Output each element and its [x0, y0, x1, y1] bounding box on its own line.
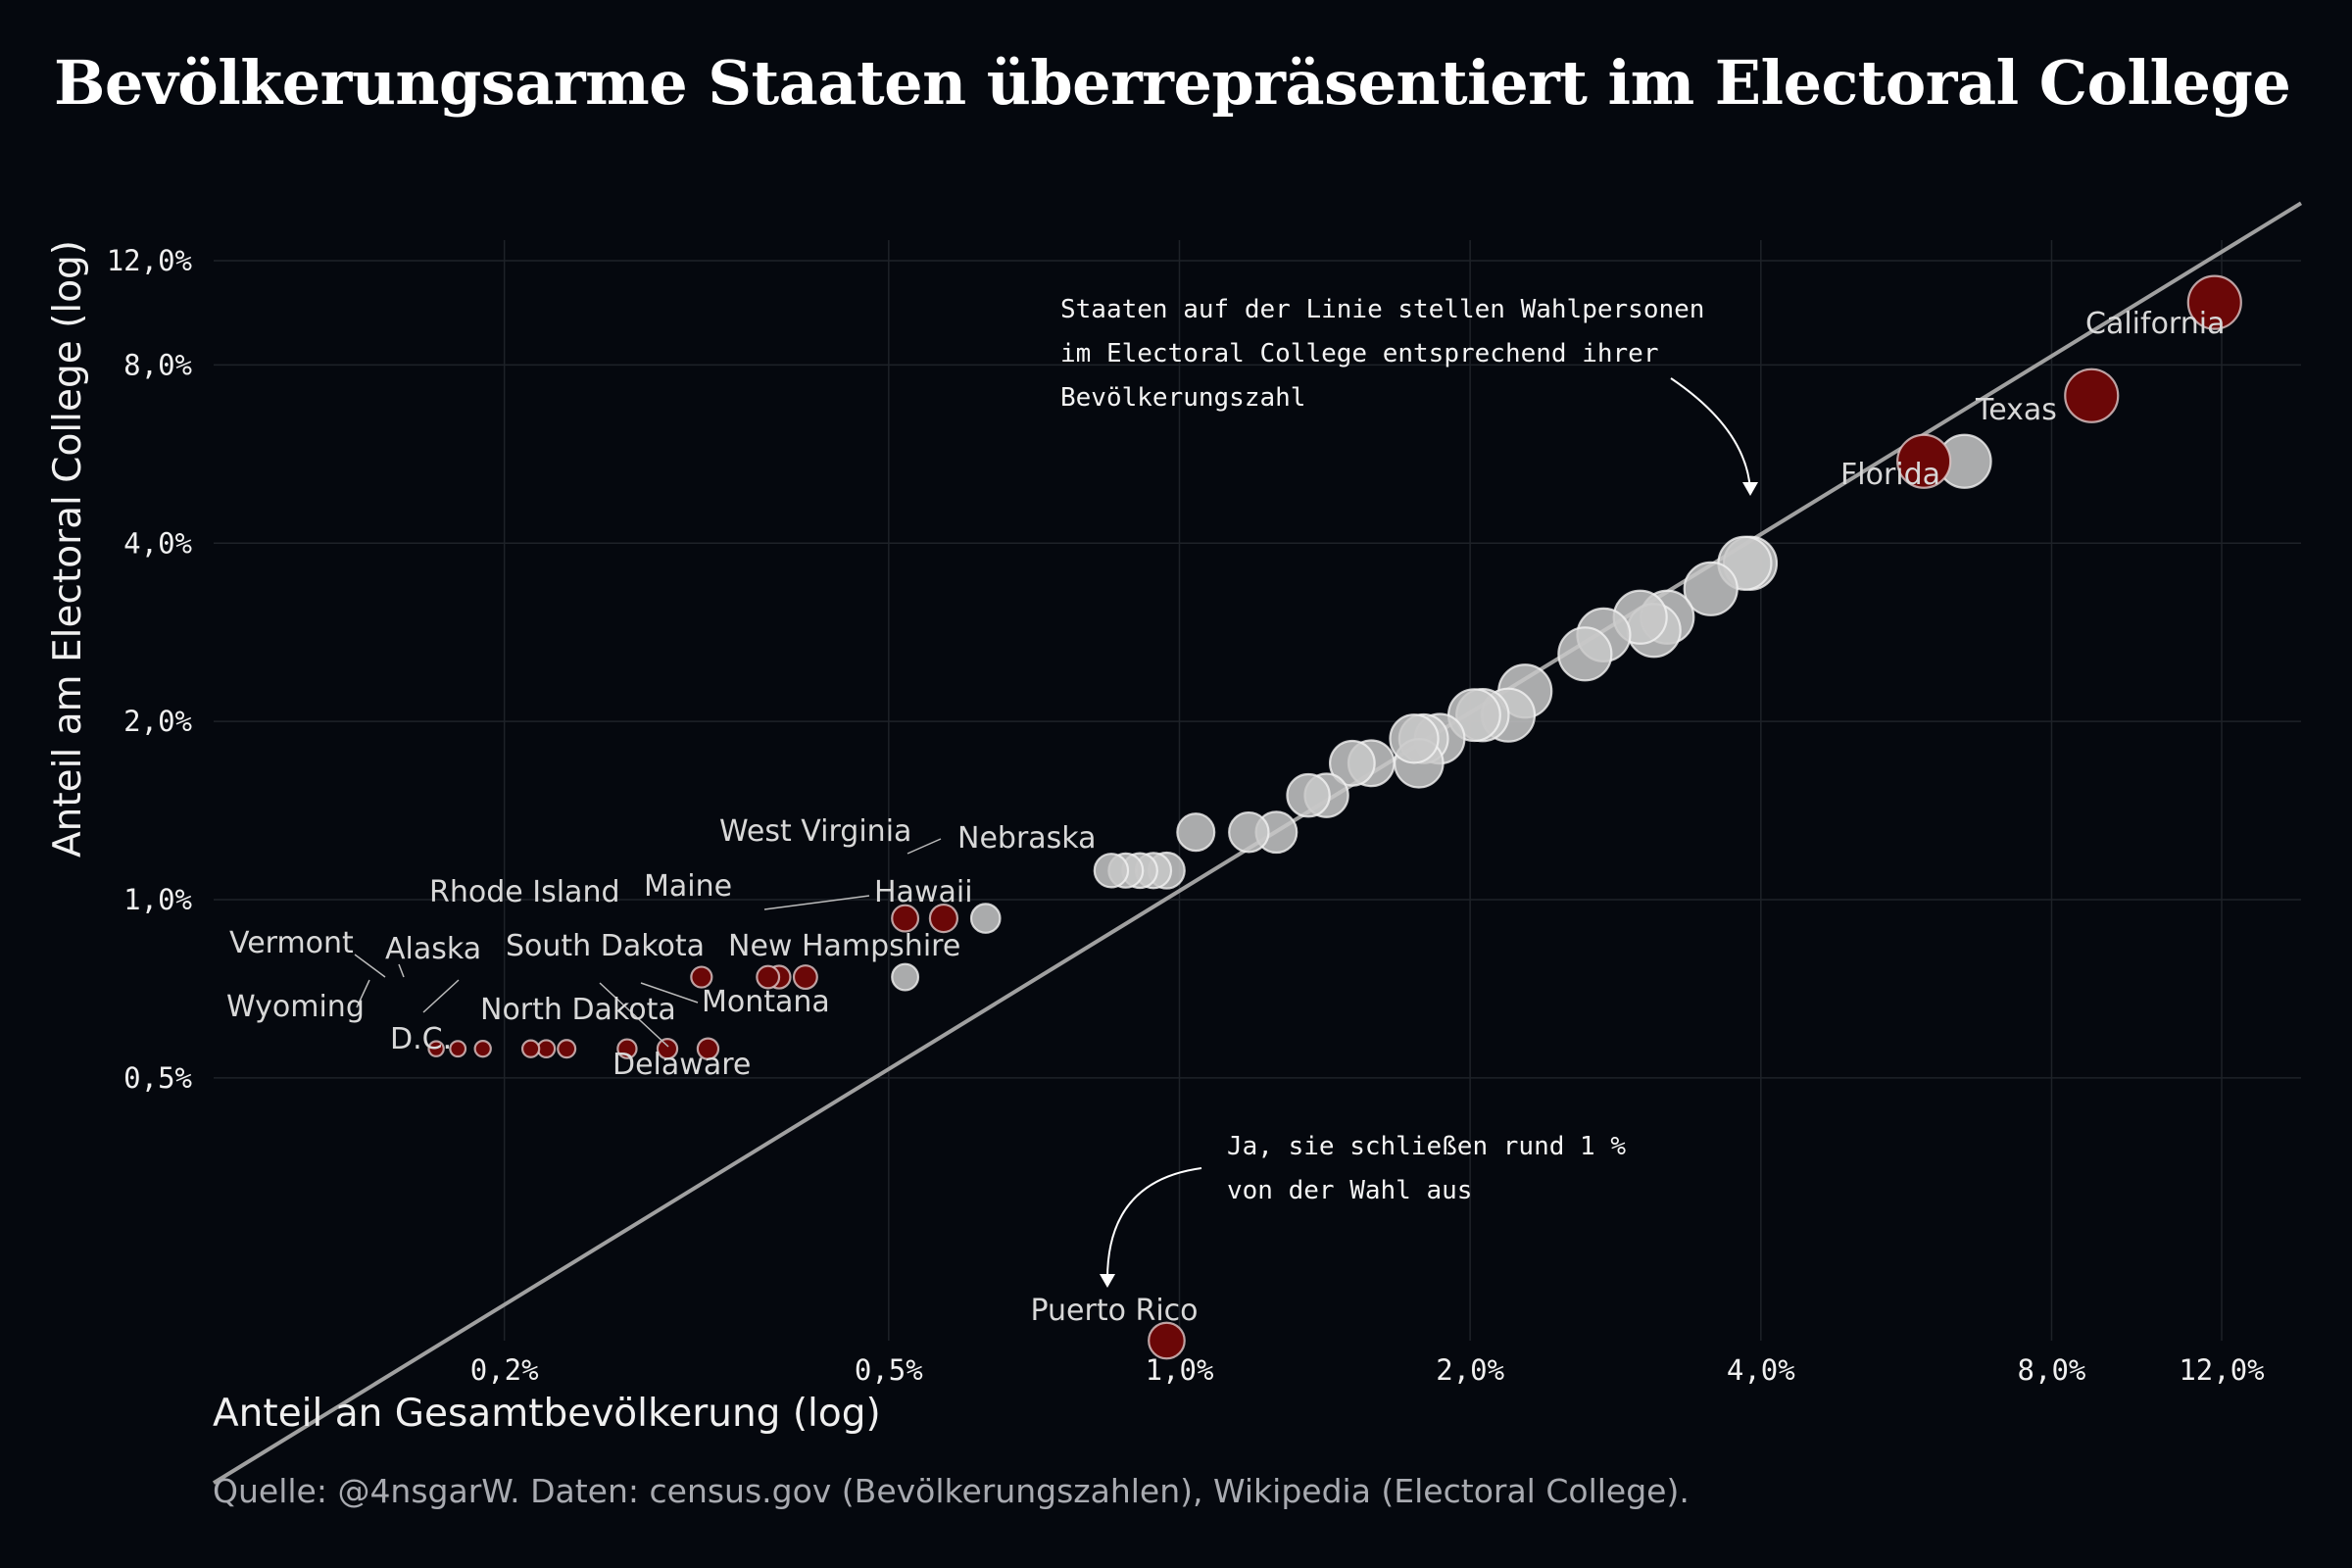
data-point — [1896, 433, 1952, 489]
data-point — [1683, 561, 1739, 616]
axes-layer: 0,2% 0,5% 1,0% 2,0% 4,0% 8,0% 12,0% 0,5% 1,0% 2,0… — [46, 240, 2265, 1436]
x-tick-label: 8,0% — [2018, 1353, 2086, 1387]
point-label-montana: Montana — [702, 985, 830, 1019]
label-leader-line — [354, 954, 386, 978]
point-label-rhode-island: Rhode Island — [429, 875, 620, 909]
point-label-north-dakota: North Dakota — [480, 993, 676, 1027]
point-labels-layer: California Texas Florida Nebraska West Virgi… — [226, 307, 2225, 1328]
label-leader-line — [599, 982, 669, 1048]
annotation-puerto-rico-text: Ja, sie schließen rund 1 % — [1227, 1132, 1626, 1161]
data-point — [756, 964, 781, 990]
point-label-maine: Maine — [644, 869, 732, 904]
point-label-california: California — [2085, 307, 2225, 341]
data-point — [1286, 772, 1331, 818]
label-leader-line — [906, 838, 942, 855]
data-point-puerto-rico — [1148, 1321, 1186, 1360]
data-point-rhode-island — [690, 965, 713, 989]
data-point-texas — [2064, 368, 2120, 423]
data-point-west-virginia — [928, 903, 959, 934]
point-label-d-c-: D.C. — [390, 1022, 452, 1056]
y-axis-title: Anteil am Electoral College (log) — [46, 240, 90, 858]
annotation-arrow-curve — [1106, 1167, 1202, 1280]
point-label-west-virginia: West Virginia — [719, 814, 911, 849]
point-label-south-dakota: South Dakota — [506, 929, 705, 963]
point-label-texas: Texas — [1975, 393, 2057, 427]
x-axis-title: Anteil an Gesamtbevölkerung (log) — [213, 1392, 881, 1436]
annotation-puerto-rico-text: von der Wahl aus — [1227, 1176, 1472, 1205]
label-leader-line — [422, 979, 460, 1013]
x-tick-label: 0,5% — [855, 1353, 923, 1387]
annotation-arrow-curve — [1670, 377, 1751, 491]
label-leader-line — [640, 982, 699, 1004]
data-point — [891, 904, 920, 933]
data-point-vermont — [449, 1040, 467, 1058]
x-tick-label: 0,2% — [470, 1353, 539, 1387]
data-point-north-dakota — [557, 1039, 577, 1059]
source-note: Quelle: @4nsgarW. Daten: census.gov (Bev… — [213, 1472, 1690, 1510]
x-tick-label: 2,0% — [1436, 1353, 1504, 1387]
data-point-new-hampshire — [792, 964, 818, 991]
y-tick-label: 12,0% — [107, 244, 192, 277]
point-label-new-hampshire: New Hampshire — [728, 929, 960, 963]
data-point-d-c- — [520, 1039, 541, 1058]
annotation-layer: Staaten auf der Linie stellen Wahlperson… — [1060, 295, 1758, 1288]
y-tick-label: 1,0% — [123, 883, 192, 916]
data-point — [536, 1039, 557, 1059]
data-point — [1228, 810, 1270, 854]
x-tick-label: 12,0% — [2179, 1353, 2264, 1387]
data-point-alaska — [473, 1039, 492, 1058]
point-label-puerto-rico: Puerto Rico — [1030, 1294, 1198, 1328]
label-leader-line — [763, 895, 870, 910]
y-tick-label: 8,0% — [123, 348, 192, 381]
data-point-hawaii — [891, 962, 920, 992]
point-label-florida: Florida — [1840, 458, 1940, 492]
data-point — [1557, 626, 1613, 682]
data-point-delaware — [656, 1038, 679, 1060]
y-tick-label: 2,0% — [123, 705, 192, 738]
annotation-arrowhead — [1742, 482, 1758, 496]
x-tick-label: 4,0% — [1727, 1353, 1795, 1387]
annotation-arrowhead — [1100, 1274, 1115, 1288]
point-label-alaska: Alaska — [385, 932, 481, 966]
points-layer — [427, 274, 2242, 1360]
data-point — [1093, 853, 1130, 889]
data-point — [1389, 713, 1440, 764]
data-point-california — [2186, 274, 2242, 330]
point-label-delaware: Delaware — [612, 1048, 751, 1082]
annotation-line-text: Staaten auf der Linie stellen Wahlperson… — [1060, 295, 1704, 324]
x-tick-label: 1,0% — [1146, 1353, 1214, 1387]
chart-title: Bevölkerungsarme Staaten überrepräsentie… — [54, 47, 2291, 119]
label-leader-line — [398, 963, 405, 978]
data-point-nebraska — [969, 903, 1002, 934]
annotation-line-text: im Electoral College entsprechend ihrer — [1060, 339, 1658, 368]
annotation-line-text: Bevölkerungszahl — [1060, 383, 1305, 413]
data-point-wyoming — [427, 1040, 445, 1057]
point-label-hawaii: Hawaii — [874, 875, 973, 909]
data-point — [1328, 739, 1376, 787]
data-point — [1176, 812, 1216, 853]
y-tick-label: 4,0% — [123, 526, 192, 560]
y-tick-label: 0,5% — [123, 1061, 192, 1095]
grid — [214, 240, 2301, 1341]
point-label-vermont: Vermont — [229, 926, 354, 960]
point-label-wyoming: Wyoming — [226, 990, 365, 1024]
point-label-nebraska: Nebraska — [957, 821, 1097, 856]
data-point-montana — [696, 1037, 720, 1060]
label-leader-line — [356, 979, 370, 1008]
data-point-south-dakota — [616, 1038, 638, 1059]
